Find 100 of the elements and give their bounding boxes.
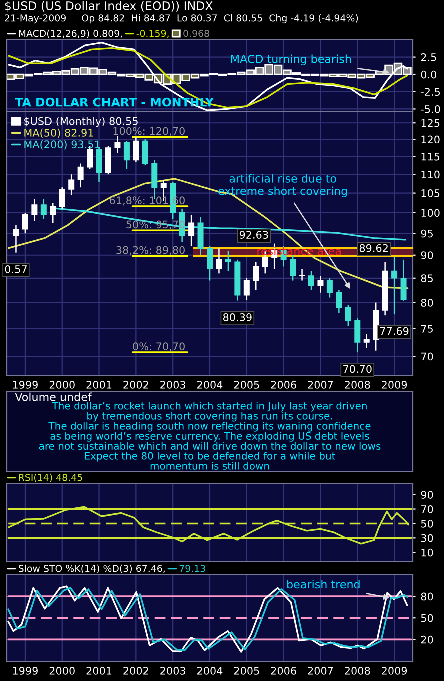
legend-label: 79.13 [180, 565, 206, 572]
candlestick [206, 246, 214, 282]
y-tick-label: 120 [422, 136, 440, 144]
line-series [8, 506, 410, 545]
legend-label: RSI(14) 48.45 [19, 474, 82, 482]
legend-label: MACD(12,26,9) 0.809, [19, 30, 122, 38]
y-tick-label: 80 [421, 592, 434, 601]
candlestick [354, 318, 361, 354]
legend-label: MA(200) 93.51 [24, 140, 100, 150]
ref-line-label: 50%: 95,70 [126, 220, 185, 230]
annotation: 70.70 [344, 365, 372, 374]
annotation: bearish trend [288, 580, 360, 589]
x-tick-label: 2008 [345, 381, 370, 389]
legend-label: -0.159, [136, 30, 169, 38]
ref-line-label: 100%: 120,70 [114, 127, 185, 136]
y-tick-label: -2.5 [421, 88, 440, 96]
y-tick-label: 85 [421, 274, 433, 282]
candlestick [59, 186, 66, 210]
y-tick-label: 125 [422, 119, 440, 128]
x-tick-label: 2000 [50, 381, 75, 389]
x-tick-label: 2005 [234, 381, 260, 389]
candlestick [299, 268, 306, 282]
ref-line-label: 38,2%: 89,80 [116, 246, 185, 256]
x-tick-label: 2005 [234, 667, 260, 675]
ref-line-label: 0%: 70,70 [133, 342, 185, 352]
candlestick [78, 163, 84, 188]
y-tick-label: 30 [421, 534, 434, 542]
candlestick [22, 212, 28, 234]
candlestick [244, 278, 250, 301]
legend-label: 0.968 [184, 30, 210, 38]
candlestick [392, 256, 398, 316]
x-tick-label: 2001 [86, 667, 112, 675]
x-tick-label: 2002 [124, 381, 148, 389]
y-tick-label: 2.5 [421, 54, 436, 62]
y-tick-label: 50 [421, 614, 434, 622]
y-tick-label: 105 [422, 190, 440, 198]
y-tick-label: 110 [422, 170, 440, 179]
y-tick-label: 50 [421, 520, 434, 528]
candlestick [133, 136, 140, 163]
candlestick [96, 147, 102, 183]
y-tick-label: 75 [421, 325, 433, 333]
x-tick-label: 2002 [124, 667, 148, 675]
candlestick [216, 248, 222, 274]
candlestick [68, 174, 75, 196]
y-tick-label: 0.0 [421, 70, 437, 79]
y-tick-label: 115 [422, 153, 440, 161]
annotation: 89.62 [360, 244, 388, 252]
x-tick-label: 2001 [86, 381, 112, 389]
text: Expect the 80 level to be defended for a while but momentum is still down [85, 452, 336, 470]
annotation: 0.57 [5, 266, 27, 274]
y-tick-label: -5.0 [421, 105, 440, 114]
y-tick-label: 90 [421, 252, 434, 260]
candlestick [326, 278, 333, 298]
chart-title: $USD (US Dollar Index (EOD)) INDX [5, 1, 213, 12]
y-tick-label: 80 [421, 299, 434, 307]
candlestick [345, 304, 352, 327]
text: The dollar’s rocket launch which started in July last year driven by tremendous short covering has run its course. The dollar is heading south now reflecting its waning confidence as being world’s reserve currency. The exploding US debt levels are not sustainable which and will drive down the dollar to new lows [39, 402, 381, 450]
text: Volume undef [15, 392, 92, 402]
candlestick [336, 290, 342, 314]
legend-label: Slow STO %K(14) %D(3) 67.46, [18, 564, 165, 574]
legend-label: MA(50) 82.91 [24, 128, 94, 138]
y-tick-label: 20 [421, 636, 434, 644]
chart-subtitle: 21-May-2009 Op 84.82 Hi 84.87 Lo 80.37 Cl 80.55 Chg -4.19 (-4.94%) [5, 14, 358, 24]
candlestick [308, 270, 315, 292]
candlestick [253, 262, 260, 292]
annotation: 92.63 [240, 231, 268, 239]
x-tick-label: 1999 [13, 667, 38, 675]
x-tick-label: 2004 [198, 381, 223, 389]
y-tick-label: 100 [422, 209, 440, 218]
x-tick-label: 2003 [160, 381, 186, 389]
candlestick [400, 259, 407, 302]
x-tick-label: 2006 [271, 381, 296, 389]
annotation: 80.39 [223, 314, 252, 322]
candlestick [124, 140, 130, 170]
y-tick-label: 90 [421, 491, 434, 499]
y-tick-label: 10 [422, 548, 434, 557]
annotation: 77.69 [380, 327, 409, 336]
candlestick [225, 250, 232, 272]
candlestick [364, 334, 370, 349]
x-tick-label: 2009 [382, 667, 408, 675]
candlestick [13, 224, 20, 254]
y-tick-label: 70 [421, 352, 434, 361]
candlestick [188, 214, 195, 248]
x-tick-label: 2004 [198, 667, 223, 675]
y-tick-label: 70 [421, 506, 434, 514]
legend-label: $USD (Monthly) 80.55 [24, 117, 138, 128]
annotation: MACD turning bearish [232, 54, 352, 66]
x-tick-label: 2009 [382, 381, 408, 389]
candlestick [142, 138, 148, 166]
x-tick-label: 2000 [50, 667, 75, 675]
candlestick [290, 254, 296, 282]
candlestick [318, 275, 324, 294]
x-tick-label: 2008 [345, 667, 370, 675]
candlestick [50, 202, 56, 224]
candlestick [32, 198, 38, 222]
x-tick-label: 2003 [160, 667, 186, 675]
x-tick-label: 2007 [308, 667, 334, 675]
candlestick [114, 136, 121, 154]
x-tick-label: 2007 [308, 381, 334, 389]
y-tick-label: 95 [421, 230, 433, 238]
